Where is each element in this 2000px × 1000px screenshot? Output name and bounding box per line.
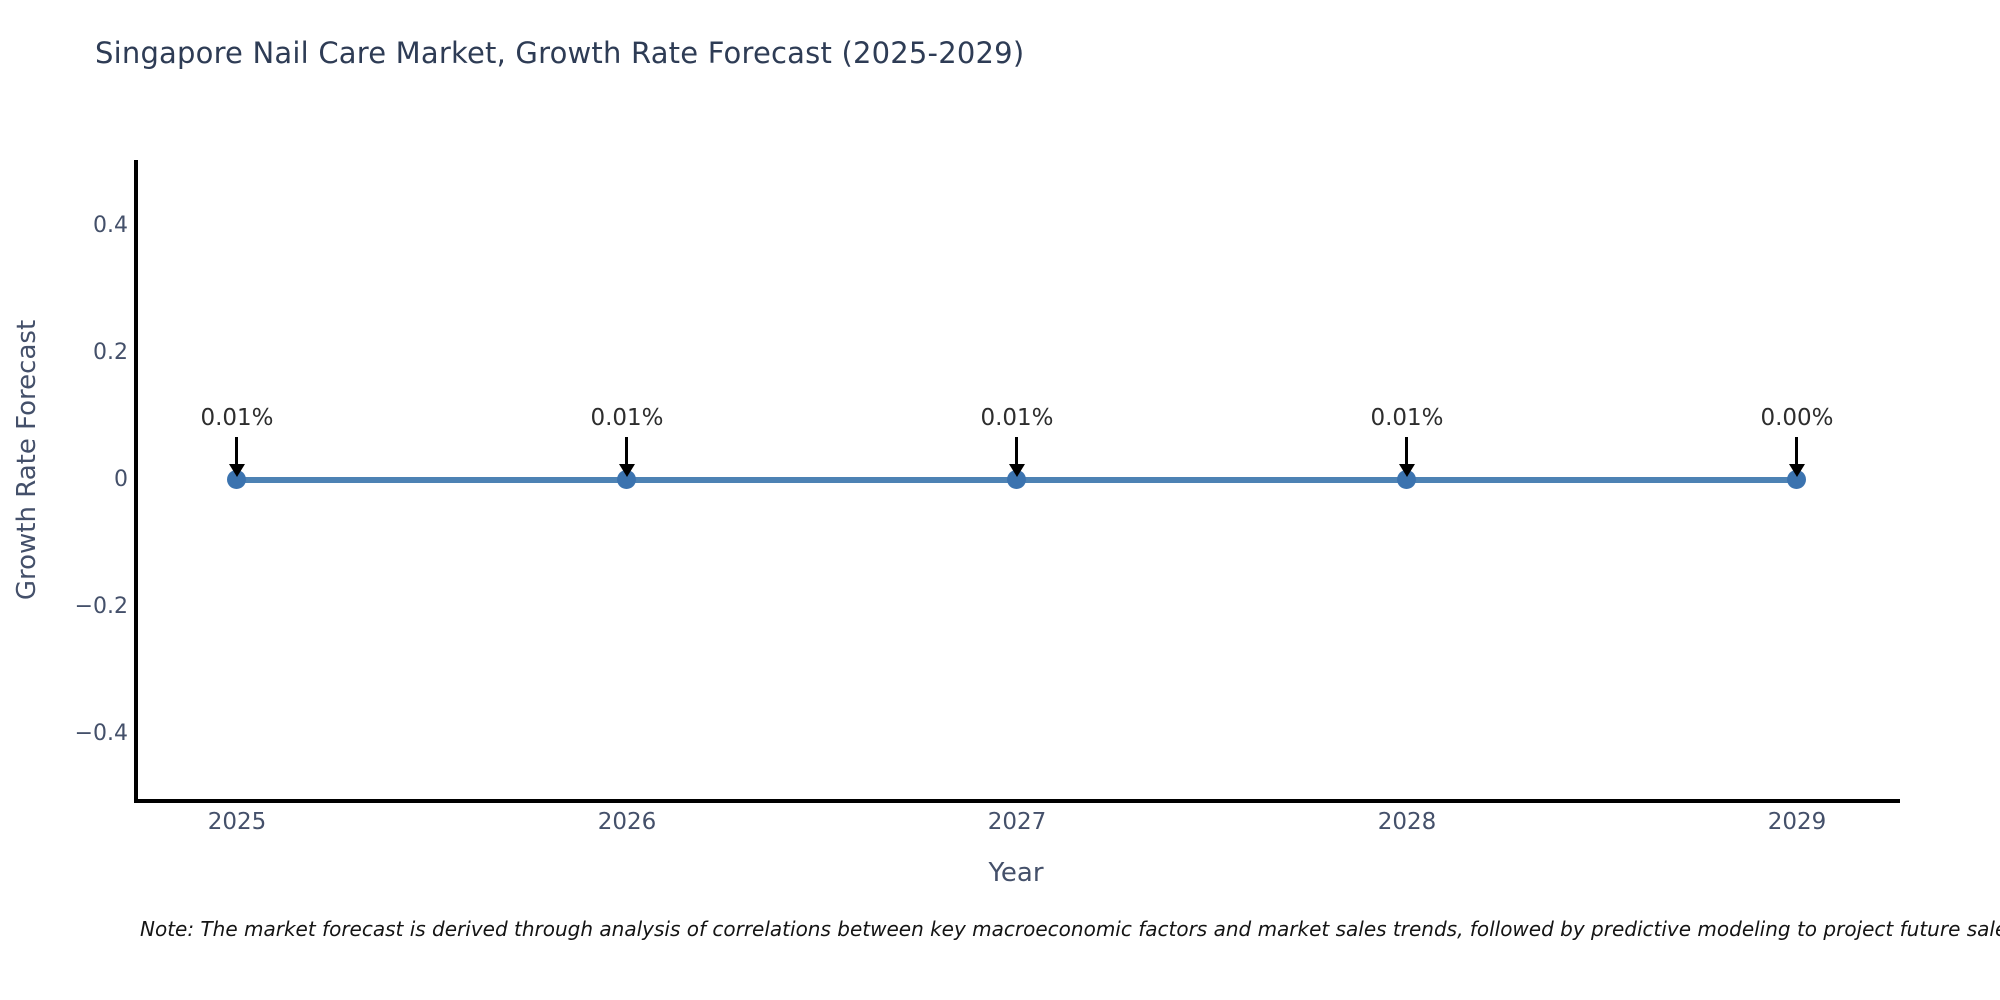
point-annotation: 0.01% bbox=[590, 405, 664, 431]
annotation-arrow bbox=[1795, 437, 1798, 465]
x-tick-label: 2026 bbox=[597, 809, 657, 835]
y-axis-line bbox=[134, 160, 138, 803]
point-annotation: 0.00% bbox=[1760, 405, 1834, 431]
x-tick-label: 2025 bbox=[207, 809, 267, 835]
x-axis-line bbox=[134, 799, 1900, 803]
point-annotation: 0.01% bbox=[200, 405, 274, 431]
annotation-arrow bbox=[625, 437, 628, 465]
point-annotation: 0.01% bbox=[1370, 405, 1444, 431]
annotation-arrowhead-icon bbox=[619, 464, 635, 477]
annotation-arrowhead-icon bbox=[1789, 464, 1805, 477]
x-axis-title: Year bbox=[988, 858, 1044, 888]
x-tick-label: 2027 bbox=[987, 809, 1047, 835]
y-tick-label: 0.4 bbox=[93, 213, 128, 238]
y-tick-label: −0.4 bbox=[74, 721, 128, 746]
annotation-arrowhead-icon bbox=[1399, 464, 1415, 477]
footnote: Note: The market forecast is derived thr… bbox=[140, 917, 2000, 941]
y-tick-label: −0.2 bbox=[74, 594, 128, 619]
annotation-arrow bbox=[1405, 437, 1408, 465]
chart-title: Singapore Nail Care Market, Growth Rate … bbox=[95, 36, 1025, 70]
point-annotation: 0.01% bbox=[980, 405, 1054, 431]
y-tick-label: 0.2 bbox=[93, 340, 128, 365]
annotation-arrowhead-icon bbox=[229, 464, 245, 477]
annotation-arrowhead-icon bbox=[1009, 464, 1025, 477]
annotation-arrow bbox=[235, 437, 238, 465]
x-tick-label: 2029 bbox=[1767, 809, 1827, 835]
y-tick-label: 0 bbox=[114, 467, 128, 492]
x-tick-label: 2028 bbox=[1377, 809, 1437, 835]
annotation-arrow bbox=[1015, 437, 1018, 465]
